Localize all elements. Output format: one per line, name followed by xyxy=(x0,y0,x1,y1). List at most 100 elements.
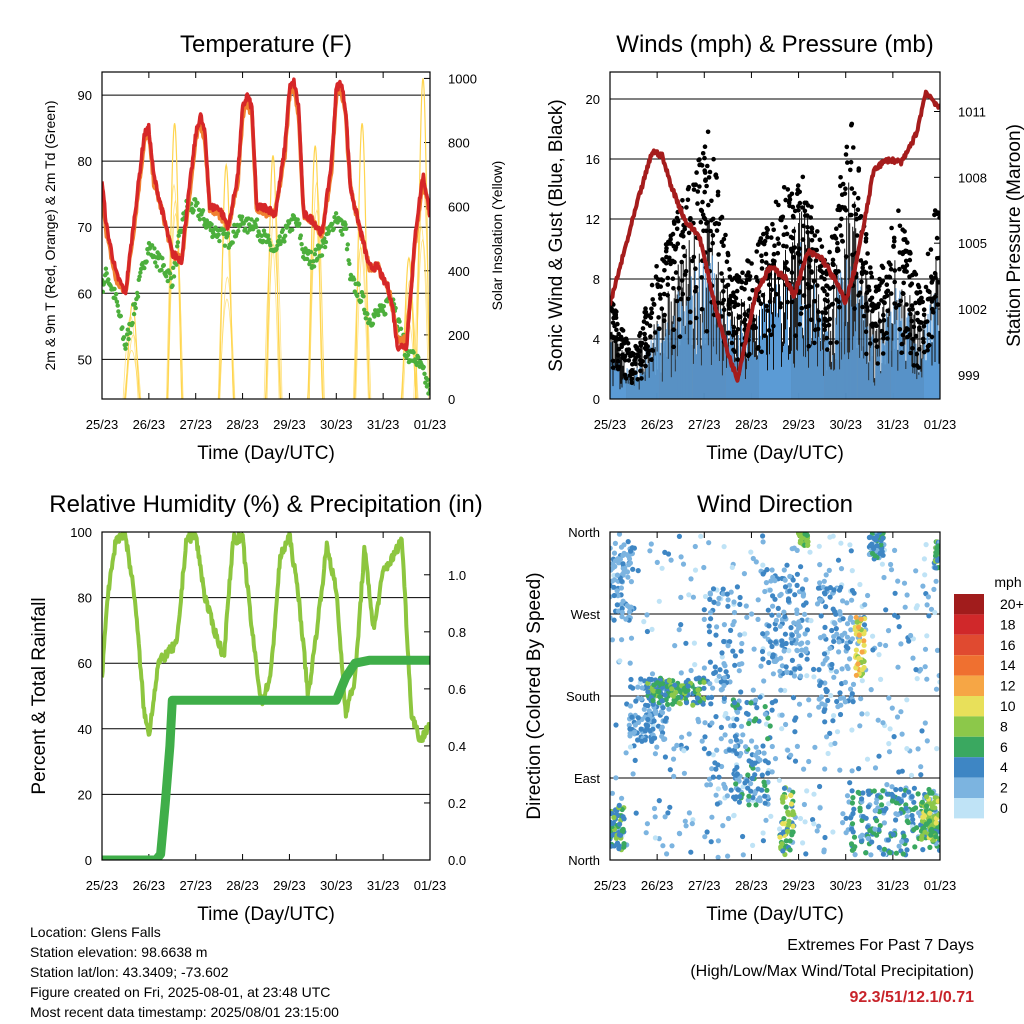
direction-point xyxy=(851,846,857,852)
gust-point xyxy=(642,336,648,341)
y-tick-label: 20 xyxy=(78,787,92,802)
gust-point xyxy=(755,278,760,284)
direction-point xyxy=(904,697,910,703)
dewpoint-point xyxy=(376,312,381,318)
direction-point xyxy=(906,789,912,795)
solar-line xyxy=(166,123,183,399)
gust-point xyxy=(934,235,940,241)
direction-point xyxy=(760,830,766,836)
dewpoint-point xyxy=(268,243,273,248)
direction-point xyxy=(868,852,874,858)
direction-point xyxy=(875,717,881,723)
direction-point xyxy=(753,697,759,703)
direction-point xyxy=(851,806,857,812)
direction-point xyxy=(643,830,649,836)
direction-point xyxy=(793,715,799,721)
x-tick-label: 01/23 xyxy=(924,878,957,893)
y-tick-label: North xyxy=(568,525,600,540)
direction-point xyxy=(833,669,840,675)
direction-point xyxy=(828,742,834,748)
direction-point xyxy=(920,814,926,820)
direction-point xyxy=(660,681,666,687)
direction-point xyxy=(613,775,619,781)
direction-point xyxy=(665,701,671,708)
dewpoint-point xyxy=(254,224,259,230)
gust-point xyxy=(755,346,761,351)
direction-point xyxy=(818,613,824,619)
direction-point xyxy=(913,667,919,673)
dewpoint-point xyxy=(118,313,124,319)
y-right-axis-label: Solar Insolation (Yellow) xyxy=(489,161,505,311)
direction-point xyxy=(853,614,859,621)
direction-point xyxy=(716,774,722,780)
dewpoint-point xyxy=(200,208,206,213)
gust-point xyxy=(670,276,676,282)
direction-point xyxy=(750,795,756,801)
direction-point xyxy=(896,843,902,849)
gust-point xyxy=(783,197,788,203)
solar-line xyxy=(167,199,184,399)
gust-point xyxy=(649,357,654,363)
gust-point xyxy=(747,296,752,302)
dewpoint-point xyxy=(323,239,329,245)
gust-point xyxy=(842,205,847,210)
direction-point xyxy=(720,823,726,829)
direction-point xyxy=(728,738,734,744)
x-tick-label: 31/23 xyxy=(367,417,400,432)
gust-point xyxy=(932,212,937,218)
gust-point xyxy=(914,291,920,296)
gust-point xyxy=(892,301,897,306)
colorbar-swatch xyxy=(954,614,984,635)
direction-point xyxy=(671,773,677,780)
gust-point xyxy=(776,241,781,246)
gust-point xyxy=(610,332,613,337)
gust-point xyxy=(693,285,699,290)
gust-point xyxy=(925,347,930,353)
dewpoint-point xyxy=(231,229,236,234)
gust-point xyxy=(806,343,812,349)
gust-point xyxy=(691,182,696,188)
direction-point xyxy=(638,676,644,682)
direction-point xyxy=(766,623,772,629)
direction-point xyxy=(645,703,651,709)
direction-point xyxy=(768,813,774,819)
gust-point xyxy=(747,351,752,357)
direction-point xyxy=(788,792,794,798)
direction-point xyxy=(760,838,767,844)
gust-point xyxy=(800,174,806,180)
direction-point xyxy=(754,705,760,711)
direction-point xyxy=(880,788,886,794)
direction-point xyxy=(850,810,856,817)
dewpoint-point xyxy=(175,244,180,249)
direction-point xyxy=(718,736,724,742)
direction-point xyxy=(825,697,831,704)
direction-point xyxy=(782,614,788,620)
gust-point xyxy=(769,235,774,240)
direction-point xyxy=(720,591,726,597)
y-right-tick-label: 0.0 xyxy=(448,853,466,868)
direction-point xyxy=(789,632,795,638)
direction-point xyxy=(822,702,828,708)
direction-point xyxy=(710,586,717,592)
direction-point xyxy=(624,603,631,609)
direction-point xyxy=(785,598,792,604)
humidity-line xyxy=(102,532,430,743)
direction-point xyxy=(781,785,788,791)
dewpoint-point xyxy=(344,226,349,231)
gust-point xyxy=(927,289,932,295)
direction-point xyxy=(893,787,899,793)
gust-point xyxy=(680,198,685,203)
direction-point xyxy=(767,639,774,645)
dewpoint-point xyxy=(193,197,198,202)
direction-point xyxy=(707,782,714,788)
chart-title: Temperature (F) xyxy=(180,31,352,58)
direction-point xyxy=(749,738,755,744)
gust-point xyxy=(647,323,653,329)
gust-point xyxy=(611,315,616,321)
direction-point xyxy=(701,679,707,685)
gust-point xyxy=(638,340,643,346)
direction-point xyxy=(887,850,893,856)
direction-point xyxy=(740,732,746,738)
direction-point xyxy=(732,653,739,659)
direction-point xyxy=(873,800,879,806)
